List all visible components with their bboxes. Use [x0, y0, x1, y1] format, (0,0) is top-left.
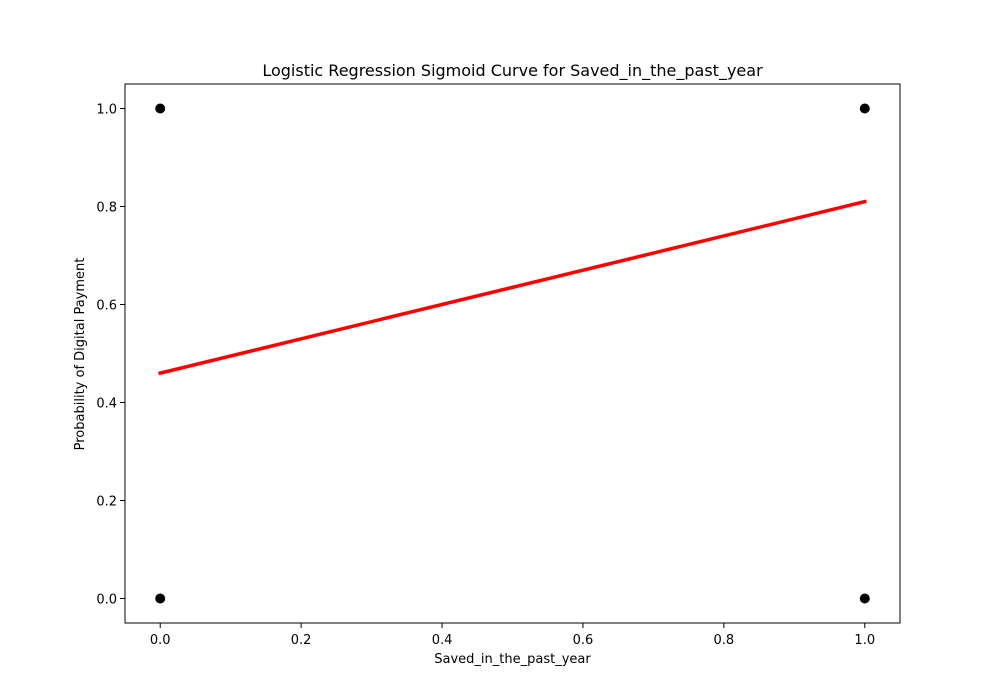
y-axis-label: Probability of Digital Payment: [73, 258, 88, 451]
x-tick-label: 0.2: [291, 633, 312, 648]
y-tick-label: 0.4: [96, 397, 117, 412]
sigmoid-curve-line: [158, 199, 867, 376]
plot-area: 0.0 0.2 0.4 0.6 0.8 1.0 0.0 0.2 0.4 0.6 0.8 1.0: [96, 83, 901, 648]
x-tick-label: 0.4: [432, 633, 453, 648]
y-tick-label: 0.8: [96, 201, 117, 216]
x-tick-label: 0.0: [150, 633, 171, 648]
data-point: [155, 103, 166, 114]
y-tick-label: 0.2: [96, 495, 117, 510]
y-tick-label: 0.0: [96, 593, 117, 608]
data-point: [155, 593, 166, 604]
y-tick-label: 1.0: [96, 103, 117, 118]
data-point: [859, 593, 870, 604]
y-tick-label: 0.6: [96, 299, 117, 314]
axes-frame: [124, 83, 901, 624]
chart-title: Logistic Regression Sigmoid Curve for Sa…: [262, 61, 763, 81]
x-axis-label: Saved_in_the_past_year: [434, 652, 591, 667]
x-tick-label: 0.6: [573, 633, 594, 648]
x-tick-label: 0.8: [714, 633, 735, 648]
x-tick-label: 1.0: [854, 633, 875, 648]
data-point: [859, 103, 870, 114]
